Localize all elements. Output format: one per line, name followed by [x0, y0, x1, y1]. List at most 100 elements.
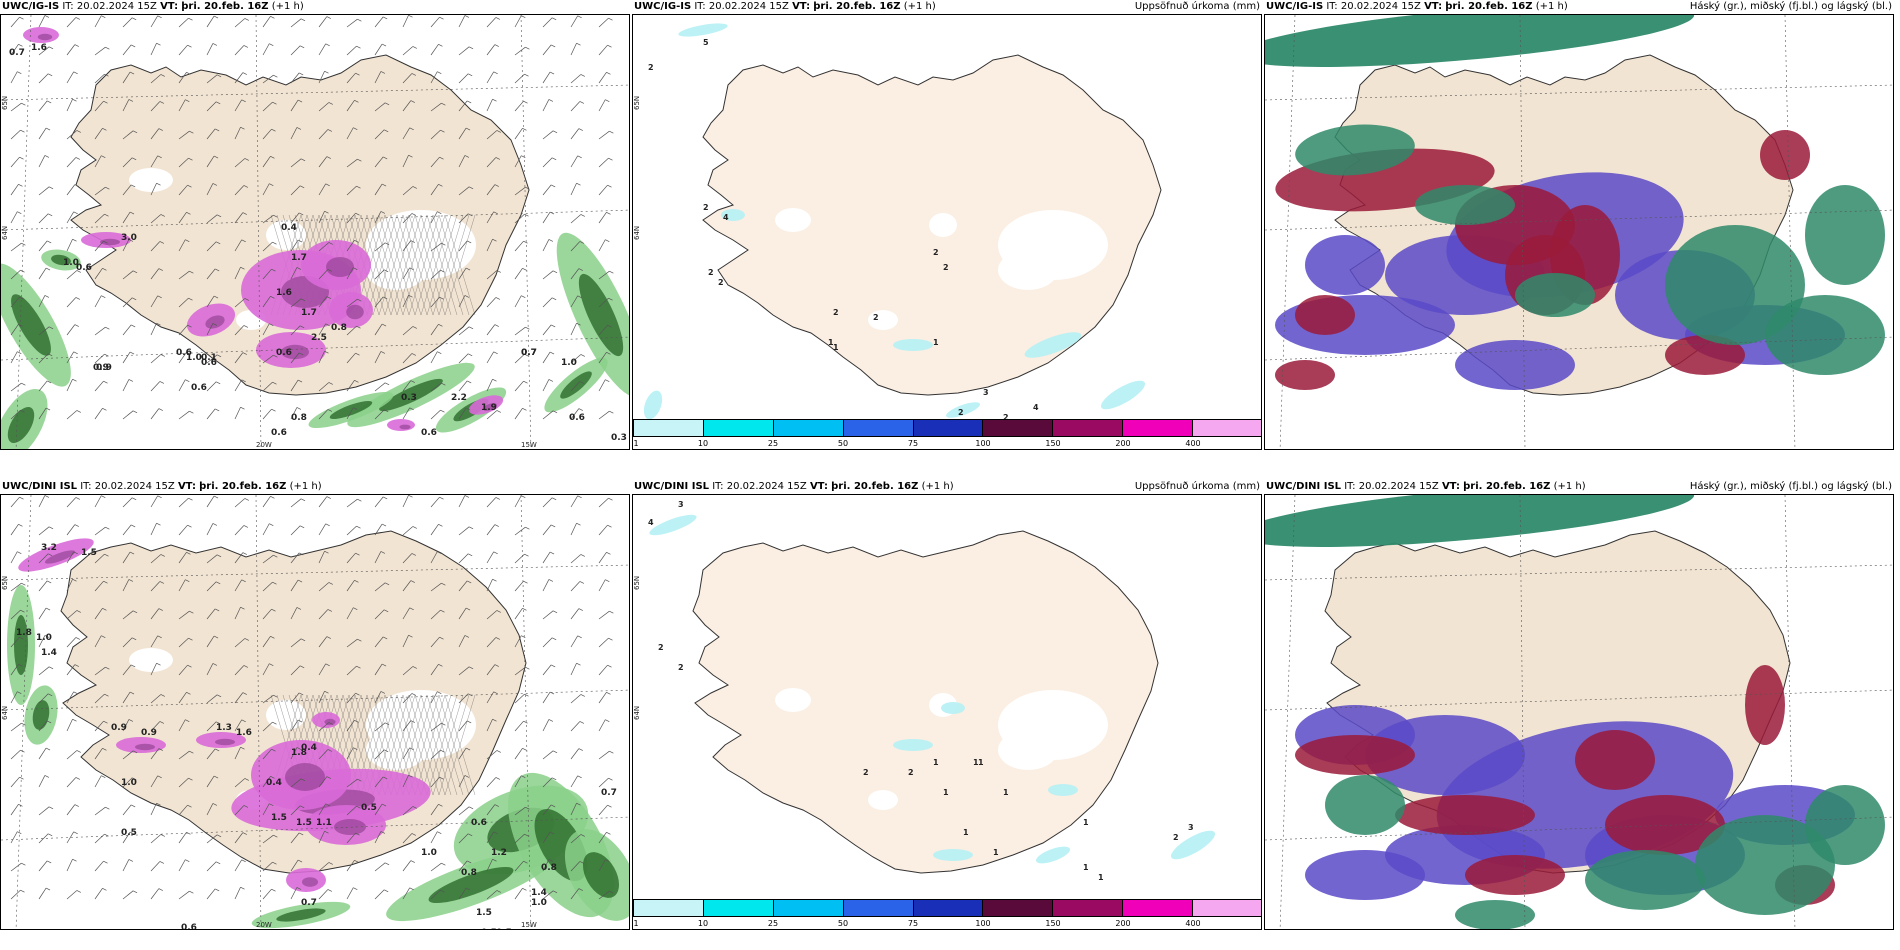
- precip-value-labels: 3.2 1.51.8 1.01.40.9 0.9 1.3 1.61.0 0.41.80.50…: [16, 543, 617, 930]
- accum-value: 2: [708, 268, 714, 277]
- cloud-layers: [1265, 15, 1885, 390]
- precip-value: 1.6: [31, 43, 47, 53]
- precip-value: 1.5: [296, 818, 312, 828]
- precip-value: 0.8: [541, 863, 557, 873]
- accum-value: 3: [983, 388, 989, 397]
- panel-header: UWC/IG-IS IT: 20.02.2024 15Z VT: þri. 20…: [634, 0, 1260, 14]
- coordinate-label: 20W: [256, 441, 272, 449]
- vt-label: VT:: [792, 1, 811, 12]
- model-name: UWC/IG-IS: [1266, 1, 1324, 12]
- coordinate-label: 15W: [521, 921, 537, 929]
- coordinate-label: 64N: [1, 706, 9, 720]
- colorbar-swatch: [1123, 420, 1194, 436]
- accum-value: 2: [718, 278, 724, 287]
- precip-value: 1.6: [276, 288, 292, 298]
- colorbar-tick-label: 100: [975, 439, 991, 448]
- precip-value: 1.8: [16, 628, 32, 638]
- field-title: Háský (gr.), miðský (fj.bl.) og lágský (…: [1689, 481, 1892, 492]
- precip-value: 1.5: [476, 908, 492, 918]
- precip-value: 1.7: [301, 308, 317, 318]
- map-panel-4: UWC/DINI ISL IT: 20.02.2024 15Z VT: þri.…: [0, 480, 630, 930]
- precip-value: 0.4: [301, 743, 317, 753]
- precip-value: 0.7: [9, 48, 25, 58]
- colorbar-swatch: [983, 420, 1054, 436]
- it-label: IT:: [1344, 481, 1356, 492]
- wind-barbs: [10, 495, 614, 900]
- precip-value: 0.5: [121, 828, 137, 838]
- lead-time: (+1 h): [289, 481, 322, 492]
- panel-header: UWC/IG-IS IT: 20.02.2024 15Z VT: þri. 20…: [1266, 0, 1892, 14]
- precip-value: 1.5: [81, 548, 97, 558]
- precip-value: 1.0: [121, 778, 137, 788]
- colorbar-tick-label: 400: [1185, 919, 1201, 928]
- map-frame: 0.7 1.6 3.0 1.0 0.6 0.9 0.6 0.1 0.4 1.7 1.6 0.6 1.7 0…: [0, 14, 630, 450]
- lead-time: (+1 h): [1535, 1, 1568, 12]
- coordinate-label: 65N: [633, 576, 641, 590]
- precip-value: 1.1: [316, 818, 332, 828]
- wind-barbs: [10, 15, 614, 420]
- accum-value: 2: [833, 308, 839, 317]
- coordinate-label: 64N: [633, 706, 641, 720]
- vt-label: VT:: [1424, 1, 1443, 12]
- colorbar-tick-label: 100: [975, 919, 991, 928]
- accum-value: 1: [933, 338, 939, 347]
- accum-value: 2: [1003, 413, 1009, 421]
- graticule: [1, 495, 629, 929]
- panel-header: UWC/IG-IS IT: 20.02.2024 15Z VT: þri. 20…: [2, 0, 628, 14]
- precip-offshore: [7, 585, 629, 929]
- colorbar-tick-label: 200: [1115, 919, 1131, 928]
- glaciers: [775, 208, 1108, 330]
- precip-colorbar: 1 10 25 50 75 100 150 200 400: [633, 419, 1261, 449]
- precip-value: 0.7: [601, 788, 617, 798]
- precip-value-labels: 0.7 1.63.01.00.60.90.6 0.10.41.71.60.61.70…: [9, 43, 627, 443]
- precip-value: 0.6: [276, 348, 292, 358]
- colorbar-swatch: [634, 420, 704, 436]
- precip-value: 0.7: [521, 348, 537, 358]
- precip-value: 0.4: [281, 223, 297, 233]
- model-name: UWC/DINI ISL: [1266, 481, 1342, 492]
- precip-value: 0.8: [461, 868, 477, 878]
- cloud-layers: [1265, 495, 1885, 929]
- precip-value: 0.8: [291, 413, 307, 423]
- colorbar-swatch: [773, 420, 844, 436]
- accum-value: 1: [1083, 818, 1089, 827]
- colorbar-tick-label: 200: [1115, 439, 1131, 448]
- precip-value: 1.6: [236, 728, 252, 738]
- it-value: 20.02.2024 15Z: [1358, 481, 1439, 492]
- accum-value: 1: [1083, 863, 1089, 872]
- precip-value: 1.0: [421, 848, 437, 858]
- vt-value: þri. 20.feb. 16Z: [199, 481, 287, 492]
- precip-value: 0.6: [569, 413, 585, 423]
- accum-value: 1: [973, 758, 979, 767]
- lead-time: (+1 h): [1553, 481, 1586, 492]
- accum-value: 1: [963, 828, 969, 837]
- field-title: Uppsöfnuð úrkoma (mm): [1134, 481, 1260, 492]
- precip-value: 3.2: [41, 543, 57, 553]
- map-panel-3: UWC/IG-IS IT: 20.02.2024 15Z VT: þri. 20…: [1264, 0, 1894, 450]
- panel-header: UWC/DINI ISL IT: 20.02.2024 15Z VT: þri.…: [634, 480, 1260, 494]
- it-label: IT:: [1326, 1, 1338, 12]
- field-title: Uppsöfnuð úrkoma (mm): [1134, 1, 1260, 12]
- accum-value: 2: [908, 768, 914, 777]
- coordinate-label: 20W: [256, 921, 272, 929]
- precip-value: 1.9: [481, 403, 497, 413]
- precip-value: 0.5: [496, 928, 512, 930]
- precip-value: 0.8: [331, 323, 347, 333]
- map-frame: [1264, 14, 1894, 450]
- it-label: IT:: [712, 481, 724, 492]
- glaciers: [775, 688, 1108, 810]
- precip-value: 0.6: [271, 428, 287, 438]
- accum-value: 2: [958, 408, 964, 417]
- colorbar-tick-label: 50: [837, 919, 849, 928]
- precip-value: 1.4: [41, 648, 57, 658]
- precip-value: 1.4: [531, 888, 547, 898]
- vt-value: þri. 20.feb. 16Z: [1463, 481, 1551, 492]
- map-panel-6: UWC/DINI ISL IT: 20.02.2024 15Z VT: þri.…: [1264, 480, 1894, 930]
- precip-core: [18, 538, 431, 892]
- map-frame: [1264, 494, 1894, 930]
- precip-value: 0.1: [201, 353, 217, 363]
- coordinate-label: 65N: [1, 576, 9, 590]
- colorbar-tick-label: 10: [697, 439, 709, 448]
- panel-header: UWC/DINI ISL IT: 20.02.2024 15Z VT: þri.…: [1266, 480, 1892, 494]
